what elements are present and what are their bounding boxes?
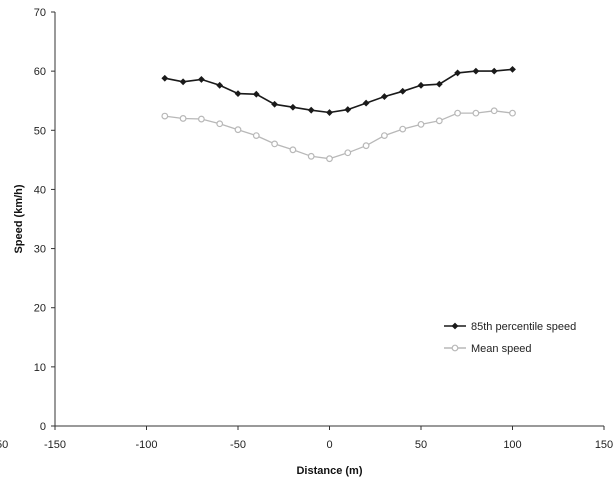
p85-speed-point	[490, 67, 498, 75]
legend-label: 85th percentile speed	[471, 321, 576, 333]
y-axis-title: Speed (km/h)	[13, 184, 25, 253]
p85-speed-point	[198, 76, 205, 83]
x-tick-label: -150	[44, 439, 66, 451]
mean-speed-point	[161, 112, 169, 120]
mean-speed-point	[454, 109, 462, 117]
p85-speed-point	[399, 87, 407, 95]
edge-tick-fragment: 50	[0, 439, 8, 451]
y-tick-label: 20	[34, 303, 46, 315]
y-tick-label: 30	[34, 244, 46, 256]
mean-speed-point	[381, 132, 388, 140]
mean-speed-point	[472, 109, 480, 117]
p85-speed-line	[164, 68, 513, 114]
mean-speed-point	[509, 109, 516, 117]
x-tick-label: 0	[326, 439, 332, 451]
mean-speed-point	[326, 155, 333, 163]
x-tick-label: 150	[595, 439, 613, 451]
x-tick-label: 100	[503, 439, 521, 451]
p85-speed-point	[362, 99, 370, 107]
mean-speed-point	[399, 125, 407, 133]
x-axis-title: Distance (m)	[296, 465, 362, 477]
x-tick-label: -100	[135, 439, 157, 451]
p85-speed-point	[344, 106, 352, 113]
p85-speed-point	[216, 81, 224, 89]
mean-speed-point	[344, 149, 352, 157]
y-tick-label: 0	[40, 421, 46, 433]
p85-speed-point	[454, 69, 461, 77]
y-tick-label: 10	[34, 362, 46, 374]
mean-speed-point	[417, 120, 425, 128]
x-tick-label: -50	[230, 439, 246, 451]
mean-speed-point	[307, 152, 315, 160]
mean-speed-point	[362, 142, 370, 150]
legend-marker	[451, 322, 459, 330]
p85-speed-point	[252, 90, 260, 98]
y-tick-label: 60	[34, 66, 46, 78]
p85-speed-point	[271, 100, 278, 108]
p85-speed-point	[417, 81, 425, 89]
p85-speed-point	[509, 65, 516, 73]
axes: 0 10 20 30 40 50 60 70 -150 -100 -50 0 50 100 150	[34, 7, 613, 451]
p85-speed-point	[179, 78, 187, 86]
mean-speed-line	[164, 110, 513, 160]
p85-speed-point	[307, 106, 315, 114]
p85-speed-point	[289, 103, 297, 111]
y-tick-label: 50	[34, 125, 46, 137]
p85-speed-point	[234, 90, 242, 98]
mean-speed-point	[216, 120, 224, 128]
mean-speed-point	[197, 115, 205, 123]
p85-speed-point	[381, 93, 388, 100]
legend-label: Mean speed	[471, 343, 532, 355]
x-tick-label: 50	[415, 439, 427, 451]
mean-speed-point	[179, 115, 187, 122]
y-tick-label: 40	[34, 184, 46, 196]
p85-speed-point	[472, 67, 480, 75]
mean-speed-point	[289, 146, 297, 154]
mean-speed-point	[435, 117, 443, 125]
legend: 85th percentile speed Mean speed	[444, 321, 576, 355]
p85-speed-point	[326, 109, 333, 116]
y-tick-label: 70	[34, 7, 46, 19]
mean-speed-point	[252, 132, 260, 140]
p85-speed-point	[435, 80, 443, 88]
legend-marker	[451, 344, 459, 352]
p85-speed-point	[161, 74, 169, 82]
mean-speed-point	[490, 107, 498, 115]
mean-speed-point	[234, 126, 242, 134]
mean-speed-point	[271, 140, 279, 148]
series-group	[161, 65, 516, 163]
